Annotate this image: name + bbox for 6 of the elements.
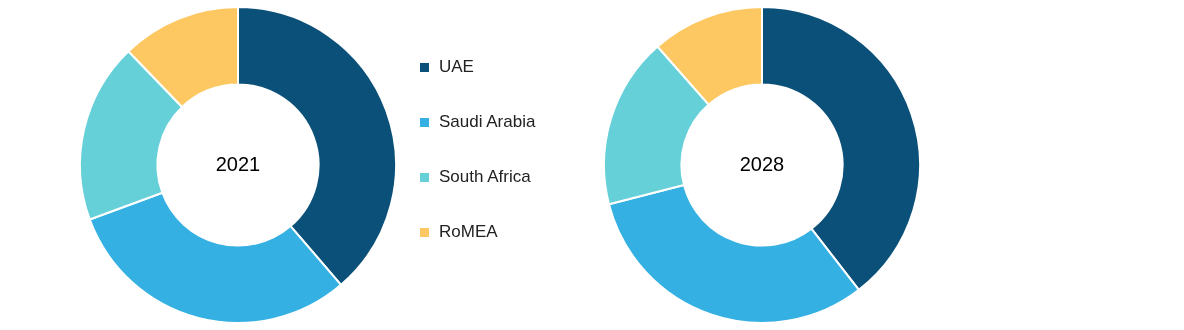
legend-label: South Africa xyxy=(439,167,531,187)
text: 2021 xyxy=(215,152,261,175)
legend-label: UAE xyxy=(439,57,474,77)
legend-label: RoMEA xyxy=(439,222,498,242)
text: 2028 xyxy=(739,152,785,175)
legend-label: Saudi Arabia xyxy=(439,112,536,132)
